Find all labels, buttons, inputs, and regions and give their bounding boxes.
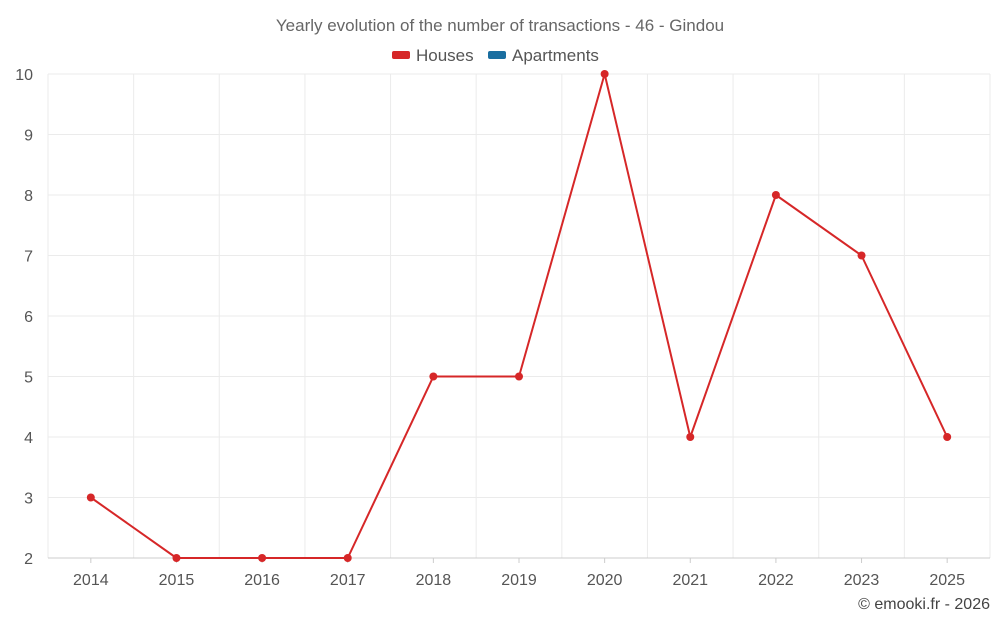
x-tick-label: 2016: [244, 572, 280, 589]
data-point-houses[interactable]: [343, 554, 352, 562]
y-tick-label: 8: [24, 188, 33, 205]
data-point-houses[interactable]: [86, 493, 95, 502]
y-tick-label: 5: [24, 370, 33, 387]
y-tick-label: 2: [24, 551, 33, 568]
data-point-houses[interactable]: [857, 251, 866, 260]
data-point-houses[interactable]: [771, 191, 780, 199]
copyright-credit: © emooki.fr - 2026: [858, 596, 990, 613]
axis-layer: 2 3 4 5 6 7 8 9 10 2014 2015 2016 2017 2018 2019 2020 20…: [15, 67, 990, 589]
y-tick-label: 10: [15, 67, 33, 84]
x-tick-label: 2025: [929, 572, 965, 589]
chart-title: Yearly evolution of the number of transa…: [276, 16, 724, 35]
data-point-houses[interactable]: [943, 433, 952, 441]
x-tick-label: 2018: [416, 572, 452, 589]
data-point-houses[interactable]: [172, 554, 181, 562]
x-tick-label: 2019: [501, 572, 537, 589]
x-tick-label: 2015: [159, 572, 195, 589]
legend-swatch-houses: [392, 51, 410, 59]
data-point-houses[interactable]: [686, 433, 695, 441]
x-tick-label: 2020: [587, 572, 623, 589]
data-point-houses[interactable]: [258, 554, 267, 562]
legend-swatch-apartments: [488, 51, 506, 59]
data-point-houses[interactable]: [429, 372, 438, 381]
x-tick-label: 2014: [73, 572, 109, 589]
x-tick-label: 2017: [330, 572, 366, 589]
legend-label-apartments: Apartments: [512, 46, 599, 65]
grid-layer: [47, 73, 991, 558]
data-point-houses[interactable]: [515, 372, 523, 381]
x-tick-label: 2022: [758, 572, 794, 589]
legend-item-apartments[interactable]: Apartments: [488, 46, 599, 65]
legend: Houses Apartments: [392, 46, 599, 65]
y-tick-label: 9: [24, 128, 33, 145]
x-tick-label: 2021: [672, 572, 708, 589]
data-point-houses[interactable]: [600, 70, 609, 78]
series-layer: [86, 70, 952, 562]
y-tick-label: 6: [24, 309, 33, 326]
y-tick-label: 7: [24, 249, 33, 266]
legend-label-houses: Houses: [416, 46, 474, 65]
y-tick-label: 3: [24, 491, 33, 508]
legend-item-houses[interactable]: Houses: [392, 46, 474, 65]
x-tick-label: 2023: [844, 572, 880, 589]
y-tick-label: 4: [24, 430, 33, 447]
